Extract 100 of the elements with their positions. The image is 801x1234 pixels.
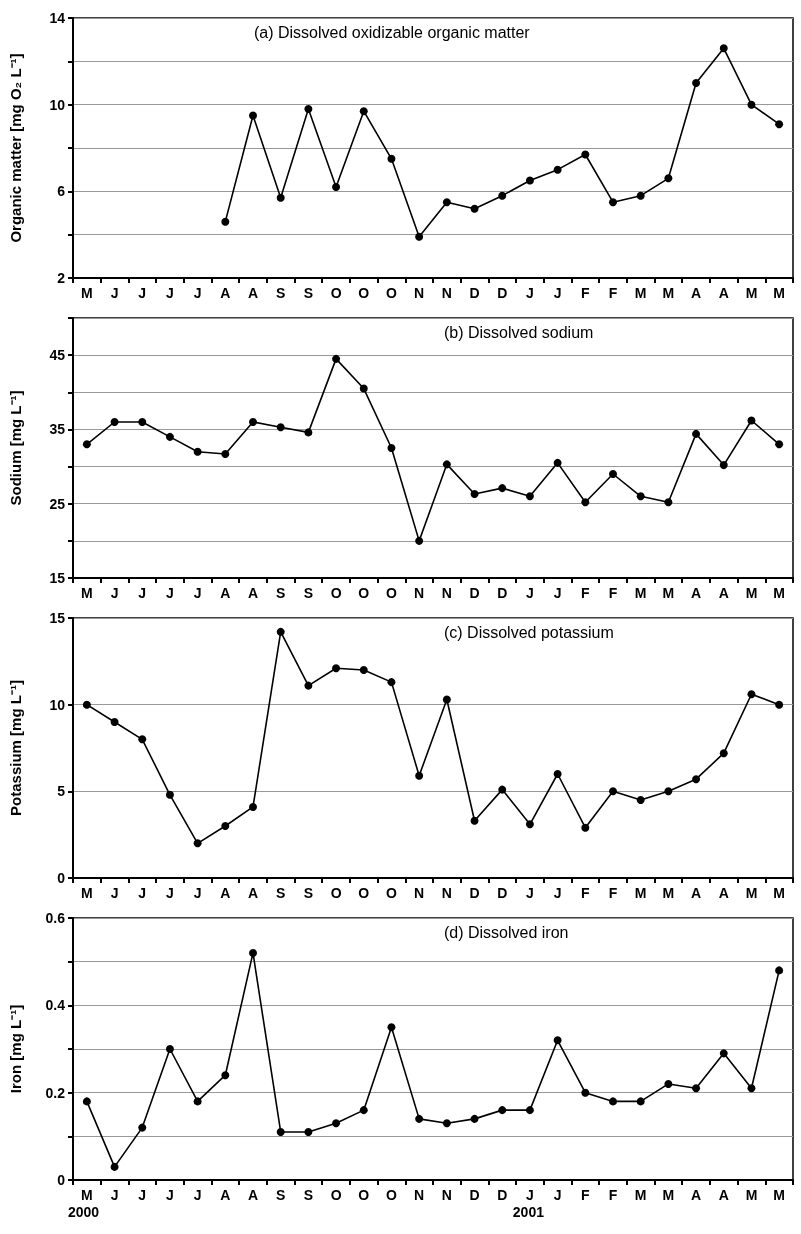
x-tick-label: N — [414, 885, 425, 901]
point — [110, 418, 119, 426]
point — [82, 1097, 91, 1106]
x-tick-label: A — [247, 285, 259, 301]
y-tick-label: 5 — [57, 783, 66, 800]
point — [304, 1127, 313, 1136]
x-tick-label: M — [81, 585, 93, 601]
x-tick-label: O — [358, 1187, 370, 1203]
x-tick-label: S — [303, 1187, 314, 1203]
x-tick-label: S — [303, 585, 314, 601]
x-tick-label: S — [303, 885, 314, 901]
y-tick-label: 15 — [49, 570, 66, 586]
point — [249, 802, 257, 811]
point — [775, 700, 784, 709]
point — [719, 461, 728, 470]
point — [525, 1106, 534, 1115]
x-tick-label: J — [110, 1187, 119, 1203]
point — [442, 198, 451, 207]
x-tick-label: M — [745, 1187, 758, 1203]
y-tick-label: 14 — [49, 10, 66, 26]
point — [553, 1036, 562, 1045]
point — [747, 416, 756, 425]
point — [581, 498, 590, 507]
x-tick-label: M — [773, 1187, 785, 1203]
x-tick-label: M — [81, 885, 93, 901]
chart-title: (d) Dissolved iron — [444, 923, 569, 941]
point — [304, 105, 313, 113]
x-tick-label: F — [608, 585, 618, 601]
y-tick-label: 35 — [49, 421, 66, 438]
point — [165, 1045, 174, 1053]
x-tick-label: N — [441, 885, 452, 901]
x-tick-label: M — [773, 585, 785, 601]
x-tick-label: N — [441, 285, 452, 301]
point — [498, 1106, 507, 1115]
x-tick-label: M — [81, 285, 93, 301]
x-tick-label: M — [662, 285, 675, 301]
point — [609, 787, 617, 796]
point — [498, 191, 507, 200]
y-axis-title: Sodium [mg L⁻¹] — [7, 390, 24, 506]
point — [581, 1088, 590, 1097]
x-tick-label: J — [166, 285, 174, 301]
point — [276, 193, 285, 202]
x-tick-label: M — [745, 585, 758, 601]
x-tick-label: N — [414, 585, 425, 601]
x-tick-label: M — [745, 285, 758, 301]
x-tick-label: D — [497, 585, 508, 601]
x-tick-label: N — [441, 585, 452, 601]
x-tick-label: N — [441, 1187, 452, 1203]
point — [609, 198, 617, 207]
x-tick-label: O — [330, 285, 342, 301]
point — [442, 1119, 451, 1128]
x-tick-label: J — [526, 885, 534, 901]
point — [415, 232, 424, 241]
point — [636, 796, 645, 804]
x-tick-label: F — [581, 1187, 591, 1203]
x-tick-label: J — [526, 1187, 534, 1203]
point — [221, 449, 230, 458]
point — [193, 1097, 202, 1106]
x-tick-label: S — [276, 885, 286, 901]
x-tick-label: O — [386, 1187, 398, 1203]
x-tick-label: J — [526, 285, 534, 301]
x-tick-label: J — [193, 885, 202, 901]
x-tick-label: A — [220, 585, 231, 601]
y-axis-title: Potassium [mg L⁻¹] — [7, 680, 24, 816]
point — [470, 1114, 479, 1123]
x-tick-label: F — [581, 585, 591, 601]
x-tick-label: J — [110, 285, 119, 301]
point — [775, 440, 784, 449]
point — [664, 1079, 673, 1088]
x-tick-label: A — [220, 1187, 231, 1203]
x-tick-label: J — [553, 885, 562, 901]
point — [470, 490, 479, 499]
point — [304, 428, 313, 437]
point — [609, 1097, 617, 1106]
point — [553, 165, 562, 174]
x-tick-label: M — [773, 885, 785, 901]
x-tick-label: J — [553, 285, 562, 301]
point — [747, 1084, 756, 1093]
x-tick-label: M — [81, 1187, 93, 1203]
y-tick-label: 2 — [57, 270, 66, 286]
point — [221, 217, 230, 226]
point — [82, 700, 91, 709]
point — [332, 354, 341, 363]
y-tick-label: 0 — [57, 870, 66, 886]
point — [387, 1023, 396, 1032]
point — [747, 100, 756, 109]
point — [249, 418, 257, 426]
y-tick-label: 0.2 — [45, 1084, 66, 1101]
point — [276, 423, 285, 432]
point — [442, 460, 451, 469]
x-tick-label: A — [691, 285, 702, 301]
point — [359, 666, 368, 674]
point — [442, 695, 451, 704]
point — [332, 183, 341, 191]
text: 2000 — [67, 1204, 100, 1220]
point — [193, 447, 202, 456]
point — [165, 790, 174, 799]
x-tick-label: O — [358, 885, 370, 901]
x-tick-label: A — [718, 885, 729, 901]
x-tick-label: M — [662, 585, 675, 601]
